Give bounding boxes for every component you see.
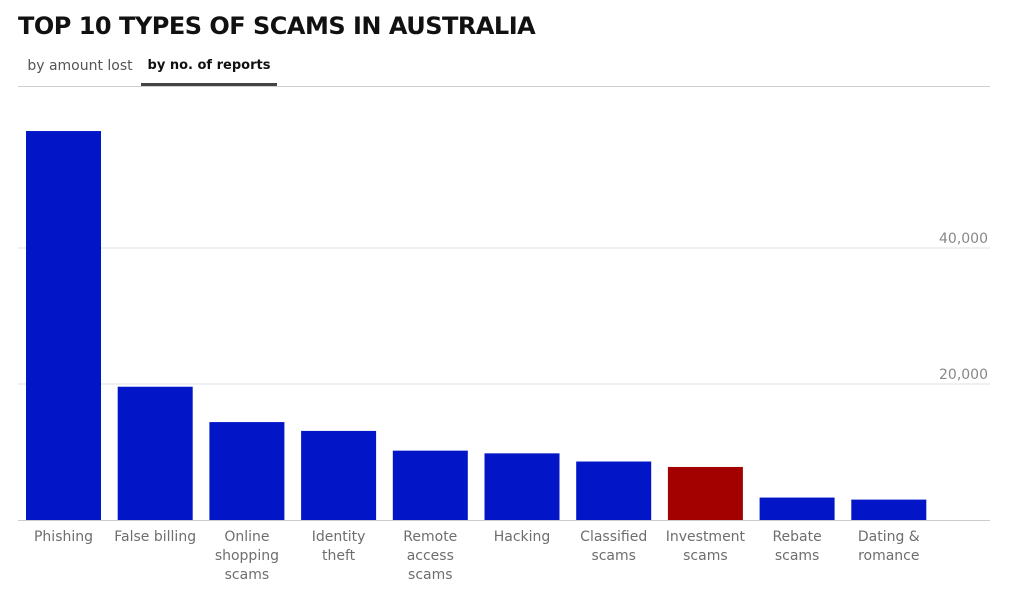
bar-6[interactable]: [484, 453, 560, 520]
bar-10[interactable]: [851, 499, 927, 520]
category-label-line: scams: [225, 567, 270, 583]
category-label: Dating & romance: [858, 529, 920, 564]
category-label-line: access: [407, 548, 454, 564]
y-tick-label: 40,000: [939, 231, 988, 247]
category-label-line: scams: [408, 567, 453, 583]
y-tick-label: 20,000: [939, 367, 988, 383]
bar-3[interactable]: [209, 422, 285, 520]
category-label-line: Dating &: [858, 529, 920, 545]
tab-bar: by amount lost by no. of reports: [18, 50, 990, 87]
tab-by-no-of-reports[interactable]: by no. of reports: [141, 50, 277, 86]
chart-title: TOP 10 TYPES OF SCAMS IN AUSTRALIA: [18, 12, 536, 40]
bar-5[interactable]: [392, 450, 468, 520]
category-label: Rebate scams: [772, 529, 821, 564]
category-label-line: shopping: [215, 548, 279, 564]
bar-9[interactable]: [759, 497, 835, 520]
category-label: Remote access scams: [403, 529, 457, 583]
category-label-line: theft: [322, 548, 356, 564]
bar-4[interactable]: [301, 430, 377, 520]
category-label-line: Investment: [666, 529, 746, 545]
category-label-line: Hacking: [494, 529, 551, 545]
category-label-line: Classified: [580, 529, 647, 545]
category-label-line: scams: [591, 548, 636, 564]
category-label-line: Phishing: [34, 529, 93, 545]
bar-1[interactable]: [26, 131, 101, 521]
category-label-line: scams: [683, 548, 728, 564]
category-label-line: Identity: [312, 529, 366, 545]
category-label: Online shopping scams: [215, 529, 279, 583]
tab-by-amount-lost[interactable]: by amount lost: [27, 58, 133, 74]
category-label: Investment scams: [666, 529, 746, 564]
category-label-line: Rebate: [772, 529, 821, 545]
category-label: Phishing: [34, 529, 93, 545]
category-label-line: Remote: [403, 529, 457, 545]
category-label-line: Online: [224, 529, 269, 545]
category-label: False billing: [114, 529, 196, 545]
category-label-line: False billing: [114, 529, 196, 545]
bar-7[interactable]: [576, 461, 652, 520]
category-label-line: scams: [775, 548, 820, 564]
category-label: Hacking: [494, 529, 551, 545]
bar-8[interactable]: [667, 466, 743, 520]
category-label-line: romance: [858, 548, 919, 564]
bar-2[interactable]: [117, 386, 193, 520]
category-label: Classified scams: [580, 529, 647, 564]
category-label: Identity theft: [312, 529, 366, 564]
